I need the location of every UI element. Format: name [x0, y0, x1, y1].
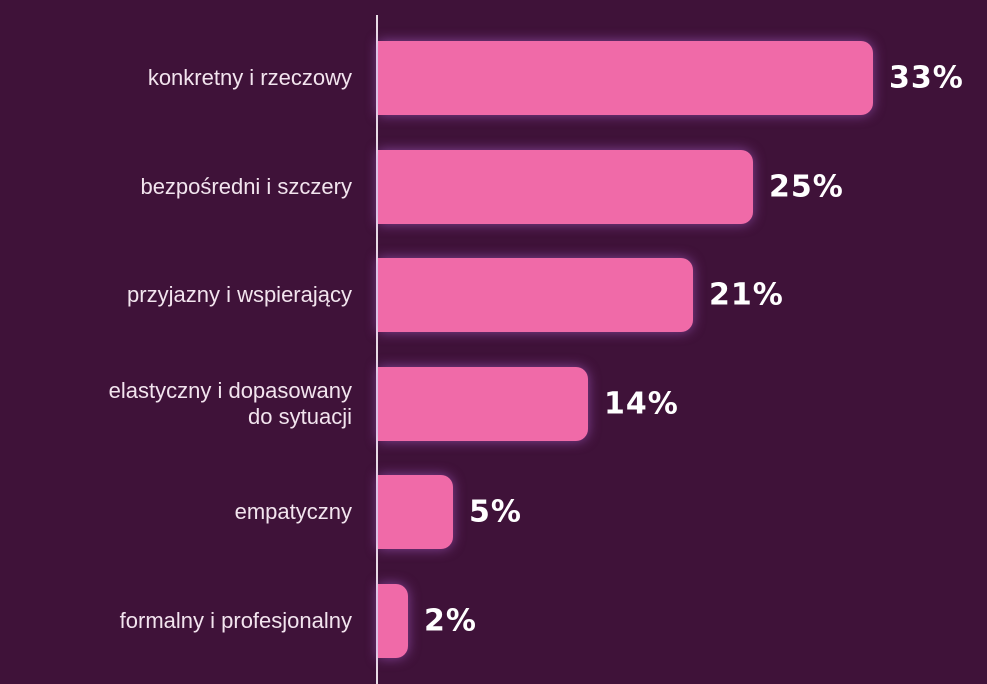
category-label: przyjazny i wspierający — [127, 282, 352, 307]
value-label: 14% — [604, 386, 679, 421]
bar — [378, 41, 873, 115]
category-label: empatyczny — [234, 499, 352, 524]
bar — [378, 583, 408, 658]
value-label: 25% — [769, 169, 844, 204]
bar — [378, 366, 588, 441]
value-label: 21% — [709, 277, 784, 313]
category-label: bezpośredni i szczery — [140, 173, 352, 199]
category-label: formalny i profesjonalny — [119, 607, 352, 633]
bar — [378, 149, 753, 224]
bar — [378, 475, 453, 549]
value-label: 33% — [889, 60, 964, 96]
category-label: elastyczny i dopasowany do sytuacji — [108, 377, 352, 429]
category-label: konkretny i rzeczowy — [147, 65, 352, 90]
value-label: 5% — [469, 494, 522, 530]
value-label: 2% — [424, 603, 477, 638]
axis-line — [376, 15, 378, 684]
bar — [378, 258, 693, 332]
